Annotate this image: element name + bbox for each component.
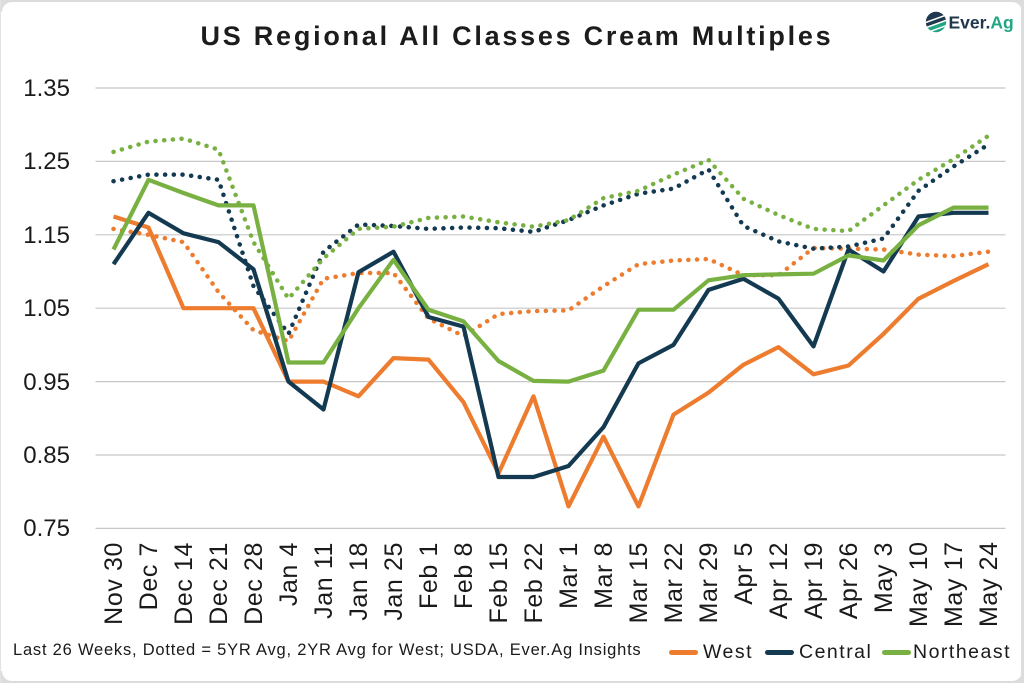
svg-text:Ever.Ag: Ever.Ag xyxy=(949,13,1014,33)
